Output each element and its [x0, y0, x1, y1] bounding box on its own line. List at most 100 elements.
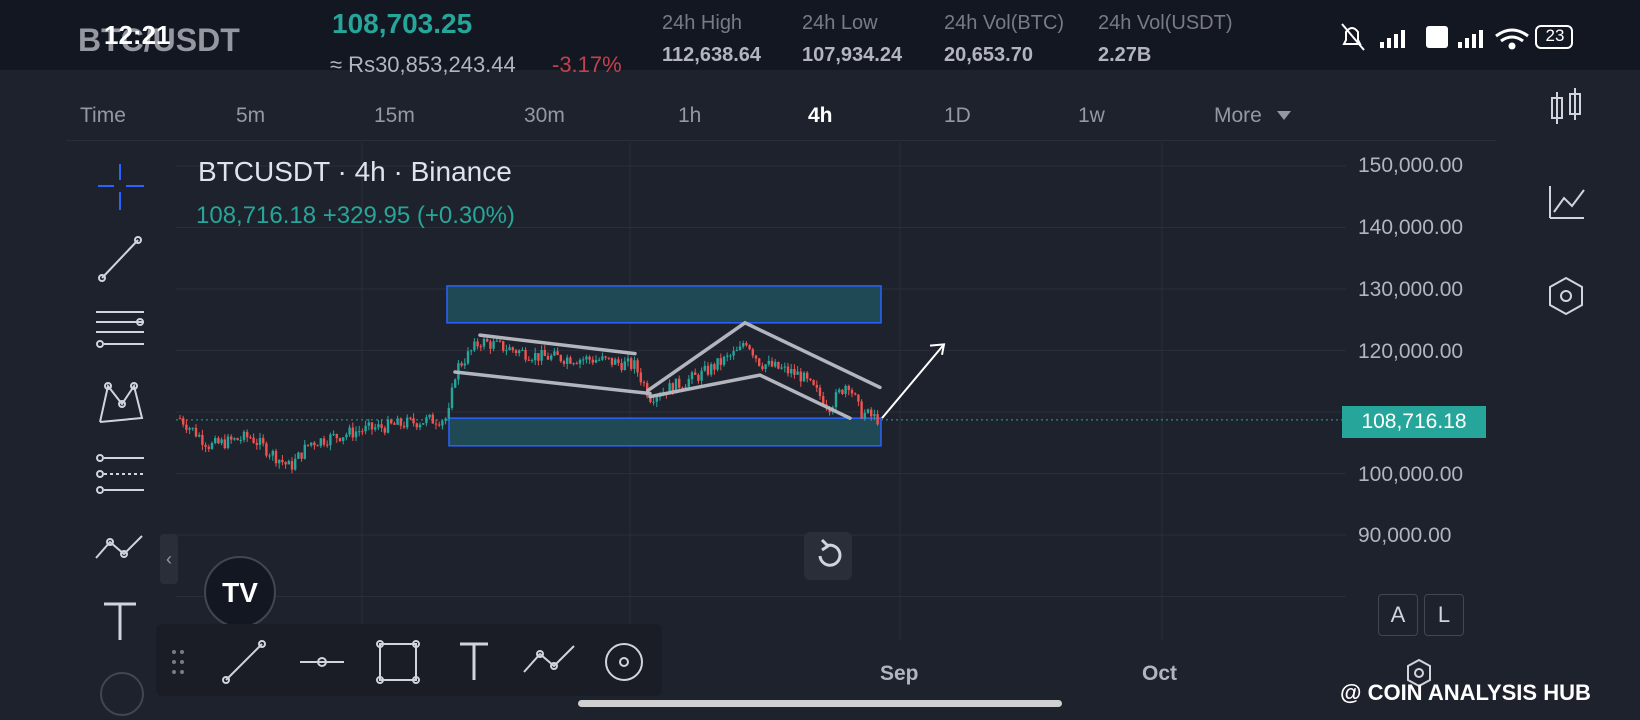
- reset-chart-button[interactable]: [804, 532, 852, 580]
- pattern-icon[interactable]: [90, 378, 150, 428]
- candle-body: [210, 443, 214, 449]
- candle-body: [185, 424, 188, 430]
- pair-title[interactable]: BTC/USDT: [78, 22, 240, 58]
- candle-body: [230, 436, 233, 440]
- candle-body: [361, 431, 364, 433]
- volte-icon: [1426, 26, 1448, 48]
- x-tick-oct: Oct: [1142, 662, 1178, 685]
- rectangle-icon[interactable]: [370, 636, 426, 688]
- candle-body: [447, 407, 450, 419]
- candle-body: [841, 389, 844, 394]
- candle-body: [630, 358, 633, 369]
- candle-body: [540, 350, 543, 361]
- drawing-toolbar: [156, 624, 662, 696]
- candle-body: [402, 425, 406, 428]
- candle-body: [863, 412, 866, 419]
- more-tools-icon[interactable]: [100, 672, 144, 716]
- text-tool-icon[interactable]: [90, 596, 150, 646]
- candle-body: [255, 442, 258, 445]
- stat-label-vol-usdt: 24h Vol(USDT): [1098, 12, 1233, 34]
- candle-body: [809, 378, 812, 381]
- candle-body: [854, 393, 857, 395]
- candle-body: [335, 434, 338, 439]
- tab-1w[interactable]: 1w: [1078, 104, 1105, 127]
- candle-body: [374, 427, 377, 430]
- y-tick-90k: 90,000.00: [1358, 524, 1452, 547]
- tab-1h[interactable]: 1h: [678, 104, 702, 127]
- tab-30m[interactable]: 30m: [524, 104, 565, 127]
- fib-retracement-icon[interactable]: [90, 306, 150, 356]
- drag-handle-icon[interactable]: [168, 636, 224, 688]
- candle-body: [543, 350, 546, 356]
- stat-label-low: 24h Low: [802, 12, 878, 34]
- candle-body: [799, 371, 802, 382]
- prediction-icon[interactable]: [90, 450, 150, 500]
- top-header: [0, 0, 1640, 70]
- candle-body: [604, 356, 607, 358]
- signal-icon: [1380, 30, 1405, 48]
- gear-icon[interactable]: [1402, 656, 1436, 690]
- candle-body: [473, 341, 476, 351]
- candle-body: [498, 340, 502, 342]
- tab-1d[interactable]: 1D: [944, 104, 971, 127]
- y-tick-130k: 130,000.00: [1358, 278, 1464, 301]
- candle-body: [546, 355, 550, 360]
- candle-body: [857, 394, 860, 402]
- crosshair-icon[interactable]: [90, 162, 150, 212]
- auto-scale-button[interactable]: A: [1378, 594, 1418, 636]
- candle-body: [764, 364, 767, 370]
- candle-body: [236, 438, 239, 441]
- trend-line-icon[interactable]: [90, 234, 150, 284]
- candle-body: [268, 455, 271, 457]
- candle-body: [844, 385, 847, 394]
- candle-body: [198, 435, 201, 437]
- indicators-icon[interactable]: [1540, 176, 1592, 228]
- candle-body: [342, 437, 345, 442]
- candle-body: [274, 450, 278, 464]
- candle-body: [508, 347, 511, 351]
- candle-body: [454, 379, 457, 388]
- tab-more[interactable]: More: [1214, 104, 1262, 127]
- candle-body: [550, 355, 553, 360]
- candle-body: [201, 435, 204, 445]
- bottom-trend-line-icon[interactable]: [216, 636, 272, 688]
- candle-body: [434, 423, 438, 425]
- candle-body: [505, 350, 508, 352]
- tab-4h[interactable]: 4h: [808, 104, 833, 127]
- candle-body: [214, 438, 217, 444]
- candle-body: [217, 438, 220, 444]
- candle-body: [777, 361, 780, 369]
- candle-body: [182, 418, 185, 425]
- candle-body: [242, 431, 246, 440]
- candle-body: [322, 438, 326, 445]
- tab-15m[interactable]: 15m: [374, 104, 415, 127]
- candle-body: [684, 386, 687, 388]
- candle-body: [338, 438, 342, 442]
- candle-body: [783, 366, 786, 368]
- candle-body: [422, 423, 425, 425]
- path-icon[interactable]: [90, 522, 150, 572]
- x-tick-sep: Sep: [880, 662, 919, 685]
- bottom-path-icon[interactable]: [520, 636, 576, 688]
- tab-time[interactable]: Time: [80, 104, 126, 127]
- candle-body: [594, 360, 598, 363]
- candle-body: [671, 383, 674, 394]
- collapse-toolbar-button[interactable]: ‹: [160, 534, 178, 584]
- candle-body: [345, 434, 348, 438]
- candle-body: [658, 395, 662, 398]
- signal-2-icon: [1458, 30, 1483, 48]
- circle-tool-icon[interactable]: [598, 636, 654, 688]
- candle-body: [626, 358, 630, 362]
- log-scale-button[interactable]: L: [1424, 594, 1464, 636]
- settings-icon[interactable]: [1540, 270, 1592, 322]
- home-indicator[interactable]: [578, 700, 1062, 707]
- bottom-text-icon[interactable]: [446, 636, 502, 688]
- candle-body: [518, 350, 521, 354]
- candle-body: [370, 422, 374, 430]
- tab-5m[interactable]: 5m: [236, 104, 266, 127]
- candle-style-icon[interactable]: [1540, 82, 1592, 134]
- candle-body: [870, 409, 873, 417]
- horizontal-ray-icon[interactable]: [294, 636, 350, 688]
- candle-body: [633, 360, 636, 369]
